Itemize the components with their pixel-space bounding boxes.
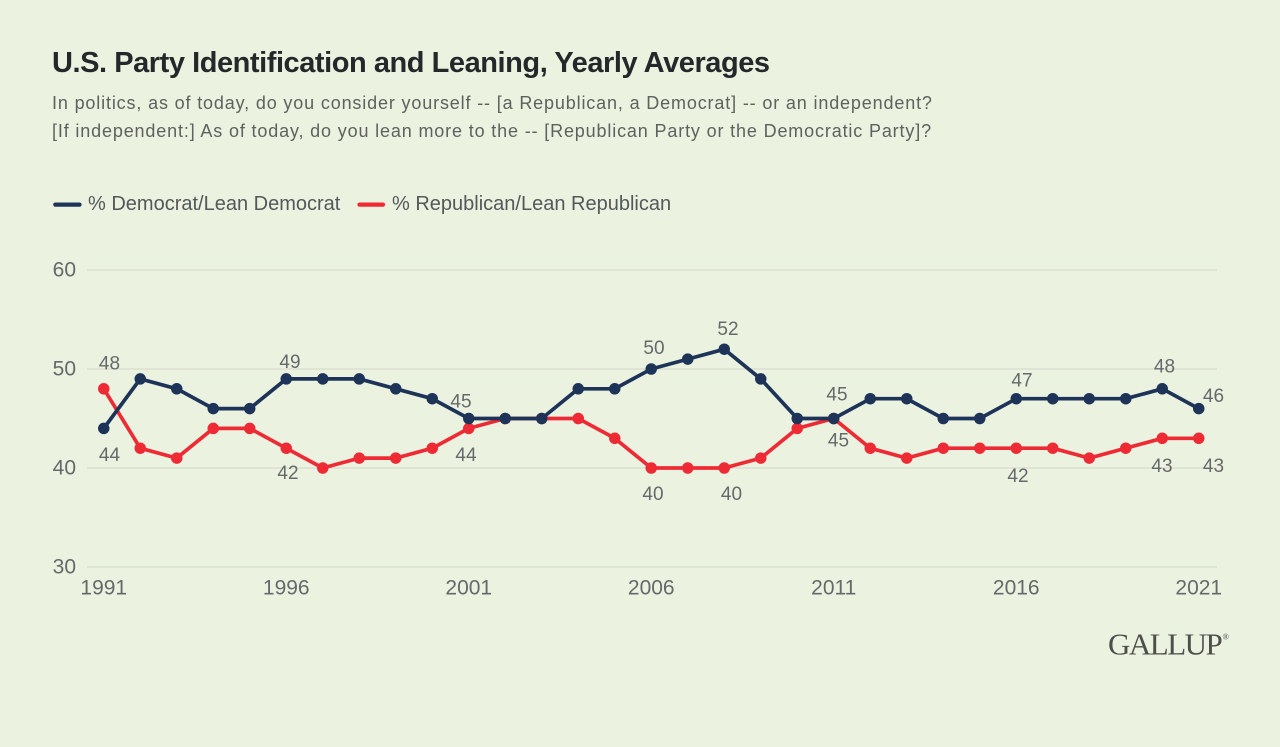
svg-text:45: 45 xyxy=(826,385,847,406)
svg-text:49: 49 xyxy=(279,352,300,373)
svg-text:40: 40 xyxy=(642,484,663,505)
svg-text:2001: 2001 xyxy=(445,577,492,600)
svg-text:45: 45 xyxy=(450,392,471,413)
svg-text:42: 42 xyxy=(1007,466,1028,487)
svg-text:44: 44 xyxy=(455,445,477,466)
svg-text:GALLUP: GALLUP xyxy=(1108,627,1222,662)
svg-text:42: 42 xyxy=(277,463,298,484)
svg-text:2016: 2016 xyxy=(993,577,1040,600)
svg-text:30: 30 xyxy=(53,556,76,579)
svg-text:2006: 2006 xyxy=(628,577,675,600)
svg-text:40: 40 xyxy=(721,484,742,505)
svg-text:50: 50 xyxy=(53,358,76,381)
svg-text:% Democrat/Lean Democrat: % Democrat/Lean Democrat xyxy=(88,193,341,215)
svg-text:48: 48 xyxy=(1154,357,1175,378)
svg-text:43: 43 xyxy=(1151,456,1172,477)
svg-text:44: 44 xyxy=(99,445,121,466)
svg-text:45: 45 xyxy=(828,431,849,452)
svg-text:In politics, as of today, do y: In politics, as of today, do you conside… xyxy=(52,93,933,113)
svg-text:40: 40 xyxy=(53,457,76,480)
svg-text:46: 46 xyxy=(1203,386,1224,407)
svg-text:®: ® xyxy=(1223,632,1230,642)
svg-text:52: 52 xyxy=(717,319,738,340)
svg-text:2021: 2021 xyxy=(1175,577,1222,600)
svg-text:% Republican/Lean Republican: % Republican/Lean Republican xyxy=(392,193,671,215)
svg-text:U.S. Party Identification and: U.S. Party Identification and Leaning, Y… xyxy=(52,47,770,79)
svg-text:60: 60 xyxy=(53,259,76,282)
svg-text:[If independent:] As of today,: [If independent:] As of today, do you le… xyxy=(52,121,932,141)
svg-text:47: 47 xyxy=(1011,371,1032,392)
svg-text:2011: 2011 xyxy=(811,577,856,600)
svg-text:1991: 1991 xyxy=(80,577,127,600)
svg-text:50: 50 xyxy=(643,338,664,359)
svg-text:1996: 1996 xyxy=(263,577,310,600)
svg-text:43: 43 xyxy=(1203,456,1224,477)
svg-text:48: 48 xyxy=(99,354,120,375)
